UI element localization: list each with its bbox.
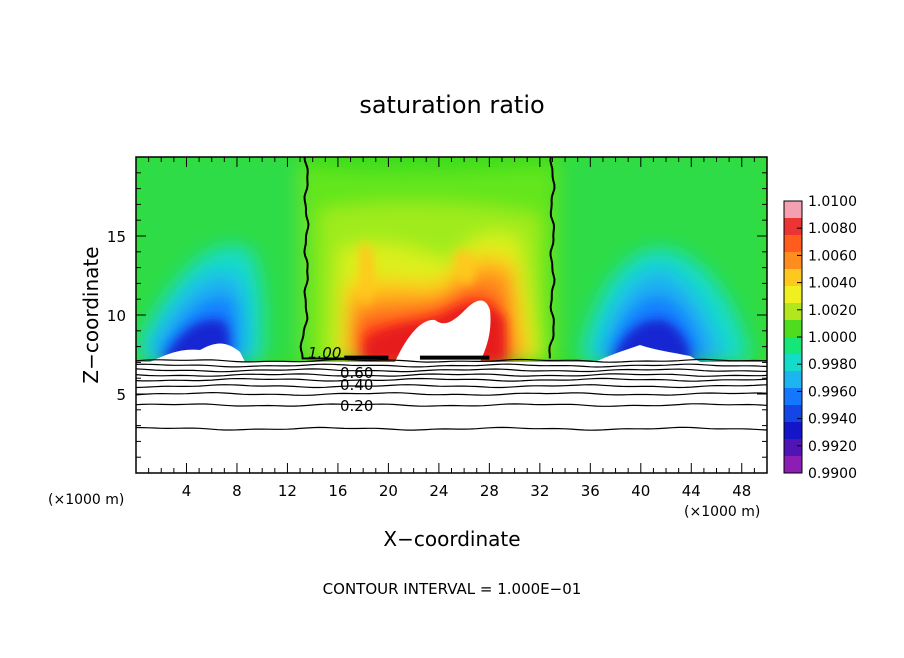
x-tick-label: 28 (480, 482, 499, 500)
contour-line (136, 358, 767, 363)
colorbar-swatch (784, 439, 802, 457)
x-unit-label: (×1000 m) (684, 504, 760, 520)
contour-line (136, 426, 767, 431)
contour-line (136, 377, 767, 382)
colorbar-swatch (784, 388, 802, 406)
x-axis-ticks: 4 8 12 16 20 24 28 32 36 40 44 48 (148, 157, 755, 500)
colorbar-swatch (784, 269, 802, 287)
colorbar-label: 0.9960 (808, 384, 857, 400)
colorbar-swatch (784, 354, 802, 372)
colorbar-label: 1.0040 (808, 276, 857, 292)
contour-interval-note: CONTOUR INTERVAL = 1.000E−01 (323, 580, 582, 598)
colorbar-swatch (784, 218, 802, 236)
z-unit-label: (×1000 m) (48, 492, 124, 508)
field-plot (136, 157, 767, 473)
contour-label-100: 1.00 (308, 344, 341, 362)
contour-line (136, 363, 767, 368)
colorbar-swatch (784, 252, 802, 270)
x-axis-label: X−coordinate (383, 527, 520, 551)
contour-line (136, 391, 767, 396)
colorbar-swatch (784, 371, 802, 389)
contour-line (136, 403, 767, 407)
y-tick-label: 10 (107, 307, 126, 325)
contour-label-060: 0.60 (340, 364, 373, 382)
contour-label-040: 0.40 (340, 376, 373, 394)
x-tick-label: 20 (379, 482, 398, 500)
colorbar-label: 0.9900 (808, 466, 857, 482)
x-tick-label: 4 (182, 482, 192, 500)
y-axis-label: Z−coordinate (79, 246, 103, 383)
colorbar-swatch (784, 456, 802, 474)
contour-lines (136, 355, 767, 431)
x-tick-label: 36 (581, 482, 600, 500)
colorbar-label: 1.0000 (808, 330, 857, 346)
x-tick-label: 24 (429, 482, 448, 500)
contour-label-020: 0.20 (340, 397, 373, 415)
x-tick-label: 40 (631, 482, 650, 500)
colorbar-label: 1.0060 (808, 248, 857, 264)
colorbar-swatch (784, 235, 802, 253)
contour-line (136, 384, 767, 389)
y-axis-ticks: 5 10 15 (107, 172, 767, 458)
colorbar-label: 1.0080 (808, 221, 857, 237)
contour-labels: 1.00 0.60 0.40 0.20 (308, 344, 373, 415)
contour-line (136, 368, 767, 373)
colorbar-label: 0.9980 (808, 357, 857, 373)
colorbar-swatch (784, 405, 802, 423)
x-tick-label: 12 (278, 482, 297, 500)
colorbar-swatch (784, 337, 802, 355)
contour-1-boundary (299, 156, 345, 360)
colorbar-label: 1.0100 (808, 194, 857, 210)
colorbar-swatch (784, 286, 802, 304)
x-tick-label: 48 (732, 482, 751, 500)
colorbar: 1.0100 1.0080 1.0060 1.0040 1.0020 1.0000 0.99… (783, 194, 857, 482)
colorbar-swatch (784, 201, 802, 219)
y-tick-label: 15 (107, 228, 126, 246)
colorbar-label: 0.9940 (808, 412, 857, 428)
contour-line (136, 373, 767, 377)
x-tick-label: 16 (328, 482, 347, 500)
colorbar-swatch (784, 303, 802, 321)
colorbar-swatch (784, 320, 802, 338)
colorbar-label: 1.0020 (808, 303, 857, 319)
x-tick-label: 8 (232, 482, 242, 500)
contour-1-boundaries (299, 156, 556, 360)
x-tick-label: 32 (530, 482, 549, 500)
x-tick-label: 44 (682, 482, 701, 500)
colorbar-label: 0.9920 (808, 439, 857, 455)
contour-1-boundary (548, 156, 556, 359)
y-tick-label: 5 (116, 386, 126, 404)
colorbar-swatch (784, 422, 802, 440)
chart-title: saturation ratio (359, 91, 544, 119)
